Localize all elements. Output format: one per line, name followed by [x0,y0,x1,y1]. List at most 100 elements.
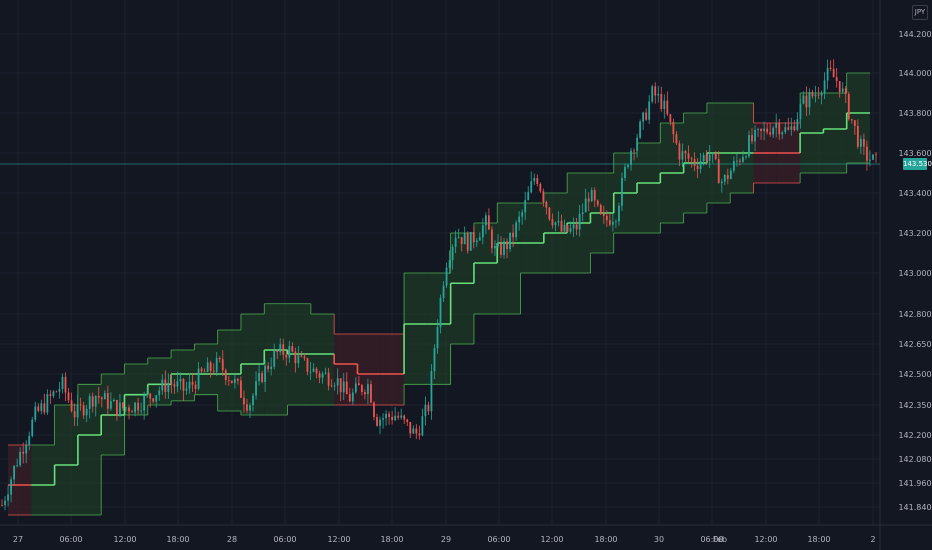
candle-body [491,229,493,249]
candle-body [409,421,412,434]
x-tick-label: 06:00 [273,535,296,544]
candle-body [357,383,360,386]
candle-body [364,391,366,395]
candle-body [702,154,705,162]
x-tick-label: 06:00 [487,535,510,544]
x-tick-label: 18:00 [166,535,189,544]
candle-body [524,200,527,213]
candle-body [143,395,146,411]
candle-body [116,399,118,416]
channel-fill [823,93,847,173]
candle-body [512,232,514,238]
candle-body [521,212,524,217]
candle-body [288,346,291,358]
candle-body [164,379,167,392]
y-tick-label: 142.350 [898,401,931,410]
candle-body [569,228,572,232]
candle-body [596,200,599,205]
candle-body [509,232,511,250]
channel-fill [357,334,381,405]
candle-body [560,220,563,232]
candle-body [548,207,551,220]
candle-body [40,403,43,411]
candle-body [636,137,638,151]
candle-body [775,122,778,128]
candle-body [615,221,617,223]
candle-body [354,383,357,393]
candle-body [457,237,460,238]
y-tick-label: 143.200 [898,229,931,238]
candle-body [850,119,853,121]
candle-body [376,417,378,426]
candle-body [711,153,714,155]
channel-fill [520,203,544,273]
candle-body [61,376,64,389]
candle-body [252,395,254,406]
candle-body [112,399,115,402]
candle-body [76,404,79,418]
candle-body [817,94,820,96]
candle-body [766,128,769,133]
x-tick-label: 28 [227,535,237,544]
candle-body [530,181,533,193]
candle-body [255,381,257,396]
candle-body [327,372,330,386]
candle-body [119,402,121,416]
candle-body [808,92,811,108]
channel-fill [124,364,148,415]
candle-body [37,406,40,411]
candle-body [267,365,270,370]
channel-fill [404,273,428,385]
candle-body [460,237,463,245]
candle-body [64,376,67,393]
x-tick-label: 06:00 [700,535,723,544]
candle-body [814,94,817,97]
candle-body [563,224,566,232]
candle-body [796,119,799,131]
candle-body [312,368,315,372]
candle-body [215,357,218,372]
x-tick-label: 12:00 [540,535,563,544]
candle-body [551,219,554,226]
candle-body [835,77,838,82]
candle-body [403,415,406,420]
candle-body [282,344,285,355]
candle-body [772,127,775,135]
candle-body [829,67,832,69]
candle-body [811,92,814,97]
channel-fill [8,445,32,515]
candle-body [497,242,499,247]
x-tick-label: 12:00 [113,535,136,544]
candle-body [763,128,766,131]
candle-body [300,355,303,357]
y-tick-label: 142.650 [898,340,931,349]
candle-body [382,418,384,420]
x-tick-label: 18:00 [807,535,830,544]
currency-badge[interactable]: JPY [912,5,928,20]
candle-body [185,388,188,391]
candle-body [25,444,28,454]
candle-body [660,94,663,110]
candle-body [472,231,475,243]
candle-body [739,160,741,162]
candle-body [678,143,681,160]
candle-body [844,88,847,95]
candle-body [4,500,6,506]
candle-body [125,407,127,409]
candle-body [240,380,242,398]
candle-body [760,128,762,131]
candle-body [627,164,629,167]
y-tick-label: 142.500 [898,370,931,379]
candle-body [43,403,46,413]
candle-body [624,166,626,179]
candle-body [608,220,611,225]
candle-body [315,368,318,374]
candle-body [28,435,31,445]
candle-body [348,394,351,402]
candle-body [173,384,176,387]
channel-fill [217,330,241,411]
candle-body [672,121,675,135]
candle-body [648,101,651,120]
candle-body [666,100,669,115]
